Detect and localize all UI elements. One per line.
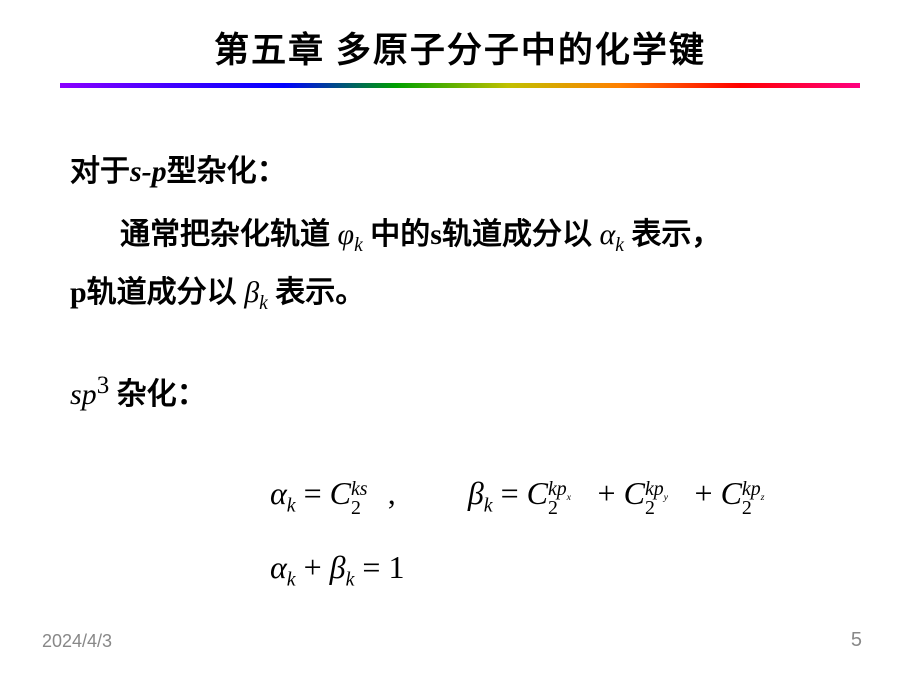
rainbow-divider	[60, 83, 860, 88]
kp: kp	[645, 478, 664, 500]
C: C	[624, 475, 645, 511]
kp: kp	[742, 478, 761, 500]
z: z	[761, 492, 765, 503]
k: k	[287, 568, 296, 590]
eq: =	[362, 549, 388, 585]
a: α	[270, 475, 287, 511]
t: 杂化：	[109, 378, 207, 411]
beta: β	[244, 276, 259, 309]
k: k	[346, 568, 355, 590]
equation-1: αk = C2ks , βk = C2kpx + C2kpy + C2kpz	[270, 457, 860, 531]
plus: +	[695, 475, 721, 511]
C: C	[330, 475, 351, 511]
C: C	[721, 475, 742, 511]
beta-sub: k	[259, 293, 268, 314]
y: y	[664, 492, 668, 503]
eq: =	[501, 475, 527, 511]
sp3-label: sp3	[70, 378, 109, 411]
footer-date: 2024/4/3	[42, 631, 112, 652]
line-3: p轨道成分以 βk 表示。	[60, 264, 860, 322]
sp: sp	[70, 378, 97, 411]
t: 型杂化：	[167, 155, 287, 188]
kp: kp	[548, 478, 567, 500]
C: C	[527, 475, 548, 511]
phi-sub: k	[354, 235, 363, 256]
beta-symbol: βk	[244, 276, 268, 309]
x: x	[567, 492, 571, 503]
t: 表示。	[275, 276, 365, 309]
slide-title: 第五章 多原子分子中的化学键	[60, 22, 860, 73]
plus: +	[304, 549, 330, 585]
phi-symbol: φk	[338, 218, 363, 251]
comma: ,	[388, 475, 460, 511]
equation-2: αk + βk = 1	[270, 531, 860, 605]
t: 通常把杂化轨道	[120, 218, 330, 251]
phi: φ	[338, 218, 355, 251]
alpha-sub: k	[615, 235, 624, 256]
b: β	[468, 475, 484, 511]
ks: ks	[351, 467, 368, 513]
sp3-sup: 3	[97, 372, 110, 399]
t: p轨道成分以	[70, 276, 237, 309]
t: 中的s轨道成分以	[370, 218, 592, 251]
plus: +	[598, 475, 624, 511]
alpha: α	[599, 218, 615, 251]
footer-page: 5	[851, 629, 862, 652]
b: β	[330, 549, 346, 585]
one: 1	[388, 549, 404, 585]
a: α	[270, 549, 287, 585]
k: k	[287, 494, 296, 516]
equations: αk = C2ks , βk = C2kpx + C2kpy + C2kpz α…	[270, 457, 860, 604]
slide: 第五章 多原子分子中的化学键 对于s-p型杂化： 通常把杂化轨道 φk 中的s轨…	[0, 0, 920, 674]
t: 表示，	[631, 218, 721, 251]
sp-italic: s-p	[130, 155, 167, 188]
k: k	[484, 494, 493, 516]
t: 对于	[70, 155, 130, 188]
eq: =	[304, 475, 330, 511]
line-2: 通常把杂化轨道 φk 中的s轨道成分以 αk 表示，	[60, 206, 860, 264]
line-sp3: sp3 杂化：	[60, 362, 860, 423]
line-1: 对于s-p型杂化：	[60, 143, 860, 200]
alpha-symbol: αk	[599, 218, 623, 251]
